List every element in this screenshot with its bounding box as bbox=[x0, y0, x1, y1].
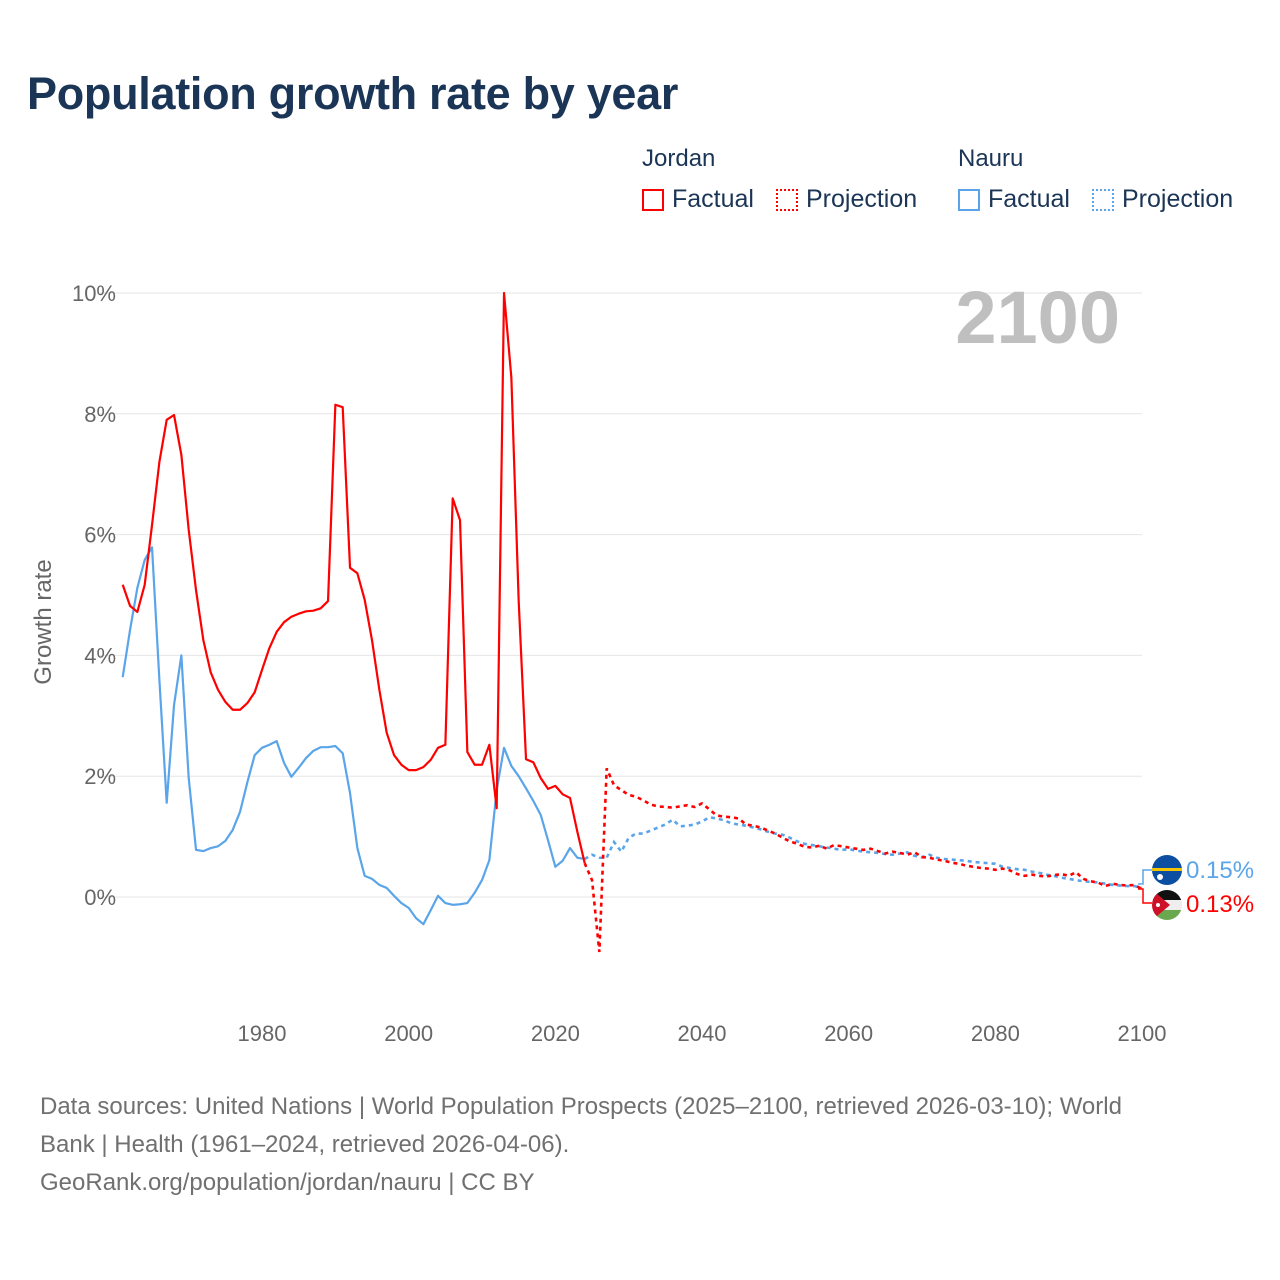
jordan-flag-icon bbox=[1152, 890, 1182, 920]
nauru-flag-icon bbox=[1152, 855, 1182, 885]
jordan-end-value: 0.13% bbox=[1186, 891, 1254, 918]
y-tick-label: 0% bbox=[84, 885, 116, 910]
y-tick-label: 8% bbox=[84, 402, 116, 427]
y-tick-label: 10% bbox=[72, 281, 116, 306]
jordan-projection-line bbox=[583, 767, 1143, 953]
series-lines bbox=[121, 291, 1143, 953]
legend-swatch-dotted bbox=[776, 188, 798, 211]
legend-jordan-factual[interactable]: Factual bbox=[642, 185, 754, 214]
nauru-end-value: 0.15% bbox=[1186, 857, 1254, 884]
footer-sources: Data sources: United Nations | World Pop… bbox=[40, 1088, 1240, 1202]
x-tick-label: 2000 bbox=[384, 1021, 433, 1046]
nauru-connector bbox=[1138, 869, 1152, 885]
y-tick-label: 2% bbox=[84, 764, 116, 789]
x-tick-label: 2100 bbox=[1118, 1021, 1167, 1046]
current-year-label: 2100 bbox=[955, 276, 1120, 359]
x-tick-label: 2080 bbox=[971, 1021, 1020, 1046]
legend-group-jordan: Jordan bbox=[642, 145, 716, 172]
legend-jordan-projection[interactable]: Projection bbox=[776, 185, 917, 214]
y-tick-label: 4% bbox=[84, 643, 116, 668]
x-tick-label: 2020 bbox=[531, 1021, 580, 1046]
line-chart: 0% 2% 4% 6% 8% 10% 1980 2000 2020 2040 2060 2080 21… bbox=[30, 276, 1254, 1046]
legend-swatch-solid bbox=[958, 188, 980, 211]
footer-line: Bank | Health (1961–2024, retrieved 2026… bbox=[40, 1131, 570, 1158]
x-tick-label: 1980 bbox=[238, 1021, 287, 1046]
legend-nauru-factual[interactable]: Factual bbox=[958, 185, 1070, 214]
legend-label: Factual bbox=[672, 185, 754, 213]
y-axis-ticks: 0% 2% 4% 6% 8% 10% bbox=[72, 281, 116, 910]
x-tick-label: 2060 bbox=[824, 1021, 873, 1046]
legend-label: Projection bbox=[1122, 185, 1234, 213]
chart-title: Population growth rate by year bbox=[27, 68, 679, 119]
jordan-factual-line bbox=[121, 291, 586, 864]
gridlines bbox=[100, 292, 1142, 898]
x-axis-ticks: 1980 2000 2020 2040 2060 2080 2100 bbox=[238, 1021, 1167, 1046]
legend-swatch-solid bbox=[642, 188, 664, 211]
nauru-factual-line bbox=[121, 546, 585, 926]
legend-swatch-dotted bbox=[1092, 188, 1114, 211]
jordan-connector bbox=[1138, 888, 1152, 904]
x-tick-label: 2040 bbox=[678, 1021, 727, 1046]
footer-line: Data sources: United Nations | World Pop… bbox=[40, 1093, 1122, 1120]
y-tick-label: 6% bbox=[84, 523, 116, 548]
legend-nauru-projection[interactable]: Projection bbox=[1092, 185, 1233, 214]
legend-label: Projection bbox=[806, 185, 918, 213]
legend-group-nauru: Nauru bbox=[958, 145, 1024, 172]
legend-label: Factual bbox=[988, 185, 1070, 213]
nauru-projection-line bbox=[584, 815, 1143, 890]
footer-line[interactable]: GeoRank.org/population/jordan/nauru | CC… bbox=[40, 1169, 535, 1196]
y-axis-label: Growth rate bbox=[30, 559, 57, 684]
end-labels: 0.15% 0.13% bbox=[1138, 855, 1254, 920]
